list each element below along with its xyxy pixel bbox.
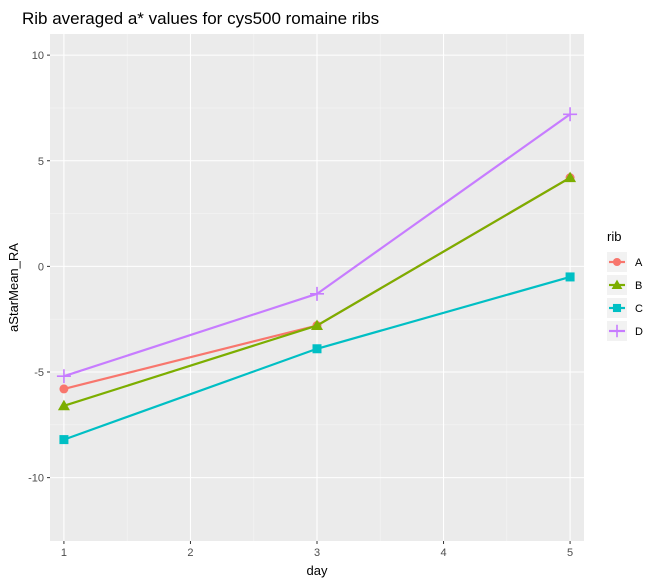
legend-key-marker — [612, 257, 622, 267]
x-tick-label: 4 — [440, 547, 446, 559]
series-C — [59, 272, 575, 445]
legend-label: D — [635, 326, 643, 338]
data-point-C — [59, 435, 69, 445]
legend-label: C — [635, 303, 643, 315]
legend-label: B — [635, 280, 642, 292]
legend-item-D: D — [607, 321, 643, 341]
data-point-B — [564, 171, 577, 183]
y-tick-label: 5 — [38, 156, 44, 168]
grid — [50, 34, 584, 541]
x-tick-label: 5 — [567, 547, 573, 559]
series-D — [56, 107, 578, 384]
legend-item-A: A — [607, 252, 643, 272]
legend-key-marker — [611, 279, 623, 290]
y-tick-label: -10 — [28, 473, 44, 485]
y-tick-label: 0 — [38, 261, 44, 273]
legend-item-B: B — [607, 275, 642, 295]
x-tick-label: 3 — [314, 547, 320, 559]
chart-title: Rib averaged a* values for cys500 romain… — [22, 9, 379, 28]
legend-key-marker — [610, 324, 624, 338]
data-point-C — [565, 272, 575, 282]
series-B — [57, 171, 577, 411]
legend-item-C: C — [607, 298, 643, 318]
y-tick-label: 10 — [32, 50, 44, 62]
data-point-C — [312, 344, 322, 354]
data-point-D — [56, 369, 71, 384]
legend-title: rib — [607, 229, 621, 244]
legend-key-marker — [612, 303, 622, 313]
x-tick-label: 2 — [187, 547, 193, 559]
data-point-B — [57, 399, 70, 411]
axis-ticks: -10 -5 0 5 10 1 2 3 4 5 — [28, 50, 573, 559]
y-tick-label: -5 — [34, 367, 44, 379]
data-point-A — [59, 384, 69, 394]
series-layer — [56, 107, 578, 445]
data-point-D — [563, 107, 578, 122]
x-tick-label: 1 — [61, 547, 67, 559]
x-axis-title: day — [307, 563, 328, 578]
y-axis-title: aStarMean_RA — [6, 243, 21, 332]
legend-label: A — [635, 257, 643, 269]
data-point-D — [310, 286, 324, 301]
data-point-B — [311, 319, 323, 331]
